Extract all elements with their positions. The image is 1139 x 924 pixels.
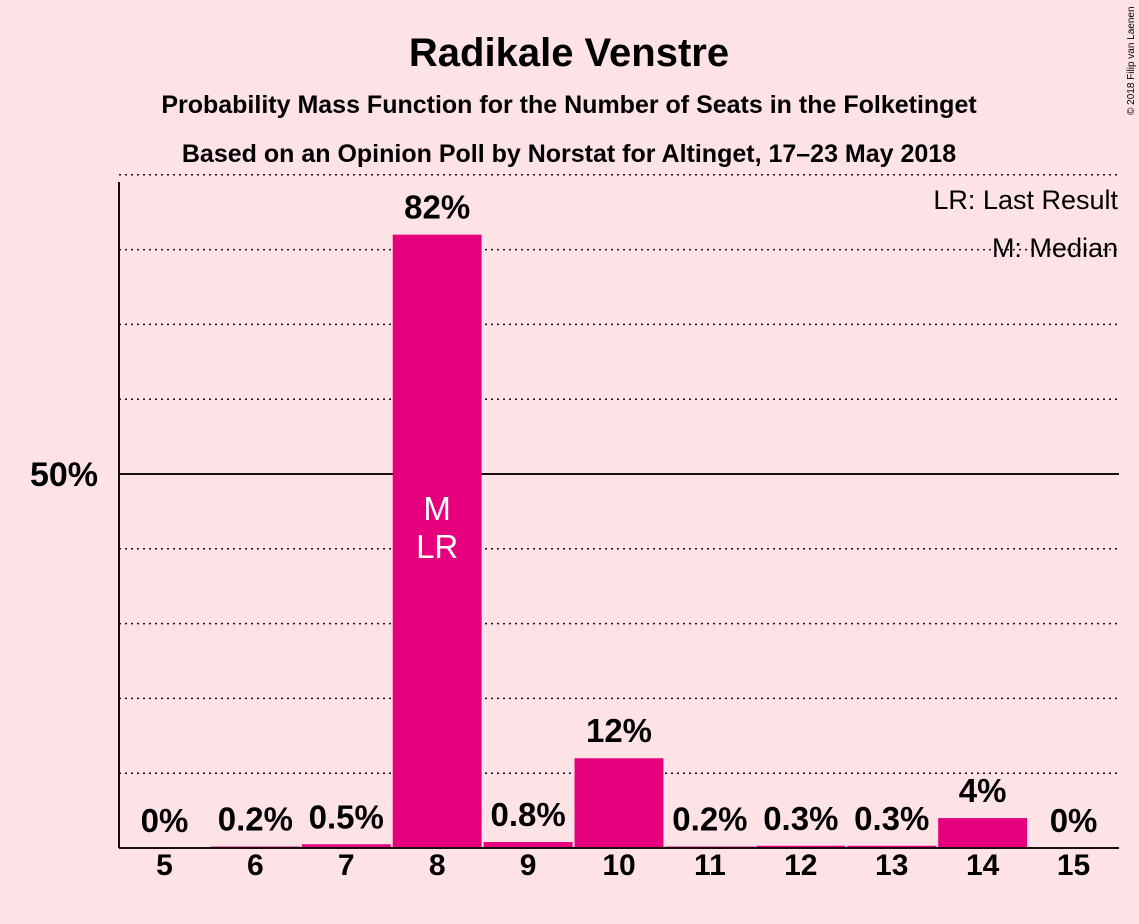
- median-marker: M: [423, 490, 451, 527]
- bar-seats-12: [756, 845, 846, 848]
- legend-median: M: Median: [992, 233, 1118, 263]
- data-label-seats-10: 12%: [586, 712, 652, 749]
- x-tick-label-14: 14: [966, 849, 1000, 882]
- data-label-seats-13: 0.3%: [854, 800, 929, 837]
- x-tick-label-11: 11: [694, 849, 726, 882]
- legend-last-result: LR: Last Result: [933, 185, 1118, 215]
- chart-title: Radikale Venstre: [409, 31, 729, 75]
- bar-seats-13: [847, 845, 937, 848]
- x-tick-label-15: 15: [1057, 849, 1090, 882]
- chart-subtitle: Probability Mass Function for the Number…: [161, 91, 977, 119]
- bar-seats-7: [301, 844, 391, 848]
- x-tick-label-5: 5: [156, 849, 173, 882]
- x-tick-label-7: 7: [338, 849, 355, 882]
- last-result-marker: LR: [416, 528, 458, 565]
- data-label-seats-14: 4%: [959, 772, 1007, 809]
- data-label-seats-11: 0.2%: [672, 801, 747, 838]
- data-label-seats-8: 82%: [404, 189, 470, 226]
- x-axis-ticks: 5 6 7 8 9 10 11 12 13 14 15: [156, 849, 1090, 882]
- y-axis-ticks: 50%: [30, 456, 98, 494]
- y-tick-label: 50%: [30, 456, 98, 494]
- x-tick-label-6: 6: [247, 849, 264, 882]
- bar-seats-14: [938, 818, 1028, 848]
- x-tick-label-10: 10: [602, 849, 635, 882]
- x-tick-label-12: 12: [784, 849, 817, 882]
- data-label-seats-7: 0.5%: [309, 798, 384, 835]
- data-label-seats-15: 0%: [1050, 802, 1098, 839]
- chart-subtitle-poll: Based on an Opinion Poll by Norstat for …: [182, 140, 956, 168]
- x-tick-label-13: 13: [875, 849, 908, 882]
- grid-lines: [119, 174, 1119, 774]
- bars: [210, 234, 1028, 848]
- x-tick-label-8: 8: [429, 849, 446, 882]
- bar-seats-8: [392, 234, 482, 848]
- x-tick-label-9: 9: [520, 849, 537, 882]
- bar-seats-9: [483, 842, 573, 848]
- bar-seats-10: [574, 758, 664, 848]
- data-label-seats-6: 0.2%: [218, 801, 293, 838]
- copyright-text: © 2018 Filip van Laenen: [1126, 6, 1137, 115]
- data-label-seats-9: 0.8%: [490, 796, 565, 833]
- data-labels: 0% 0.2% 0.5% 82% MLR 0.8% 12% 0.2% 0.3% 0.3% 4% 0%: [141, 189, 1098, 839]
- data-label-seats-5: 0%: [141, 802, 189, 839]
- data-label-seats-12: 0.3%: [763, 800, 838, 837]
